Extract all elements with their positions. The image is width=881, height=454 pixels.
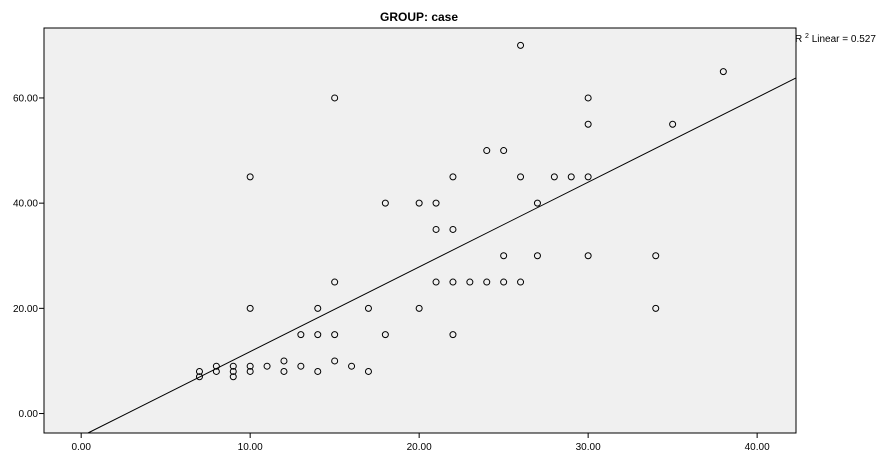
data-point-14 bbox=[297, 362, 305, 370]
data-point-46 bbox=[533, 199, 541, 207]
data-point-36 bbox=[449, 331, 457, 339]
data-point-57 bbox=[719, 68, 727, 76]
data-point-7 bbox=[246, 362, 254, 370]
data-point-53 bbox=[584, 252, 592, 260]
data-point-27 bbox=[381, 331, 389, 339]
r2-annotation: R 2 Linear = 0.527 bbox=[795, 30, 876, 45]
y-axis: 0.00 20.00 40.00 60.00 bbox=[13, 93, 44, 420]
data-point-0 bbox=[195, 367, 203, 375]
data-points bbox=[195, 41, 727, 381]
data-point-32 bbox=[432, 278, 440, 286]
data-point-38 bbox=[483, 147, 491, 155]
data-point-35 bbox=[449, 278, 457, 286]
data-point-55 bbox=[652, 304, 660, 312]
data-point-31 bbox=[432, 225, 440, 233]
data-point-48 bbox=[550, 173, 558, 181]
data-point-11 bbox=[263, 362, 271, 370]
x-tick-label-3: 30.00 bbox=[576, 442, 601, 453]
data-point-9 bbox=[246, 304, 254, 312]
data-point-22 bbox=[331, 357, 339, 365]
data-point-56 bbox=[669, 120, 677, 128]
data-point-39 bbox=[483, 278, 491, 286]
data-point-34 bbox=[449, 225, 457, 233]
data-point-54 bbox=[652, 252, 660, 260]
y-tick-label-1: 20.00 bbox=[13, 304, 38, 315]
data-point-10 bbox=[246, 173, 254, 181]
r2-value: Linear = 0.527 bbox=[812, 34, 877, 45]
data-point-16 bbox=[314, 304, 322, 312]
x-tick-label-1: 10.00 bbox=[238, 442, 263, 453]
data-point-4 bbox=[229, 362, 237, 370]
x-axis: 0.00 10.00 20.00 30.00 40.00 bbox=[71, 433, 770, 453]
data-point-19 bbox=[331, 94, 339, 102]
data-point-28 bbox=[415, 199, 423, 207]
r2-prefix: R bbox=[795, 34, 802, 45]
data-point-49 bbox=[567, 173, 575, 181]
data-point-23 bbox=[348, 362, 356, 370]
y-tick-label-3: 60.00 bbox=[13, 93, 38, 104]
data-point-12 bbox=[280, 357, 288, 365]
data-point-20 bbox=[331, 278, 339, 286]
data-point-42 bbox=[500, 278, 508, 286]
data-point-1 bbox=[195, 373, 203, 381]
plot-area bbox=[43, 27, 797, 434]
data-point-43 bbox=[517, 41, 525, 49]
y-tick-label-2: 40.00 bbox=[13, 199, 38, 210]
data-point-33 bbox=[449, 173, 457, 181]
data-point-40 bbox=[500, 147, 508, 155]
data-point-26 bbox=[381, 199, 389, 207]
data-point-8 bbox=[246, 367, 254, 375]
fit-line-group bbox=[87, 77, 797, 434]
r2-superscript: 2 bbox=[805, 33, 809, 40]
data-point-2 bbox=[212, 362, 220, 370]
data-point-6 bbox=[229, 373, 237, 381]
x-tick-label-0: 0.00 bbox=[71, 442, 91, 453]
data-point-52 bbox=[584, 173, 592, 181]
y-tick-label-0: 0.00 bbox=[19, 409, 39, 420]
data-point-5 bbox=[229, 367, 237, 375]
fit-line bbox=[87, 77, 797, 434]
x-tick-label-4: 40.00 bbox=[745, 442, 770, 453]
chart-title: GROUP: case bbox=[380, 10, 458, 24]
data-point-13 bbox=[280, 367, 288, 375]
data-point-24 bbox=[364, 304, 372, 312]
data-point-44 bbox=[517, 173, 525, 181]
data-point-41 bbox=[500, 252, 508, 260]
data-point-50 bbox=[584, 94, 592, 102]
data-point-17 bbox=[314, 331, 322, 339]
data-point-15 bbox=[297, 331, 305, 339]
data-point-25 bbox=[364, 367, 372, 375]
data-point-37 bbox=[466, 278, 474, 286]
data-point-30 bbox=[432, 199, 440, 207]
data-point-18 bbox=[314, 367, 322, 375]
data-point-51 bbox=[584, 120, 592, 128]
data-point-47 bbox=[533, 252, 541, 260]
data-point-45 bbox=[517, 278, 525, 286]
data-point-29 bbox=[415, 304, 423, 312]
data-point-3 bbox=[212, 367, 220, 375]
data-point-21 bbox=[331, 331, 339, 339]
x-tick-label-2: 20.00 bbox=[407, 442, 432, 453]
